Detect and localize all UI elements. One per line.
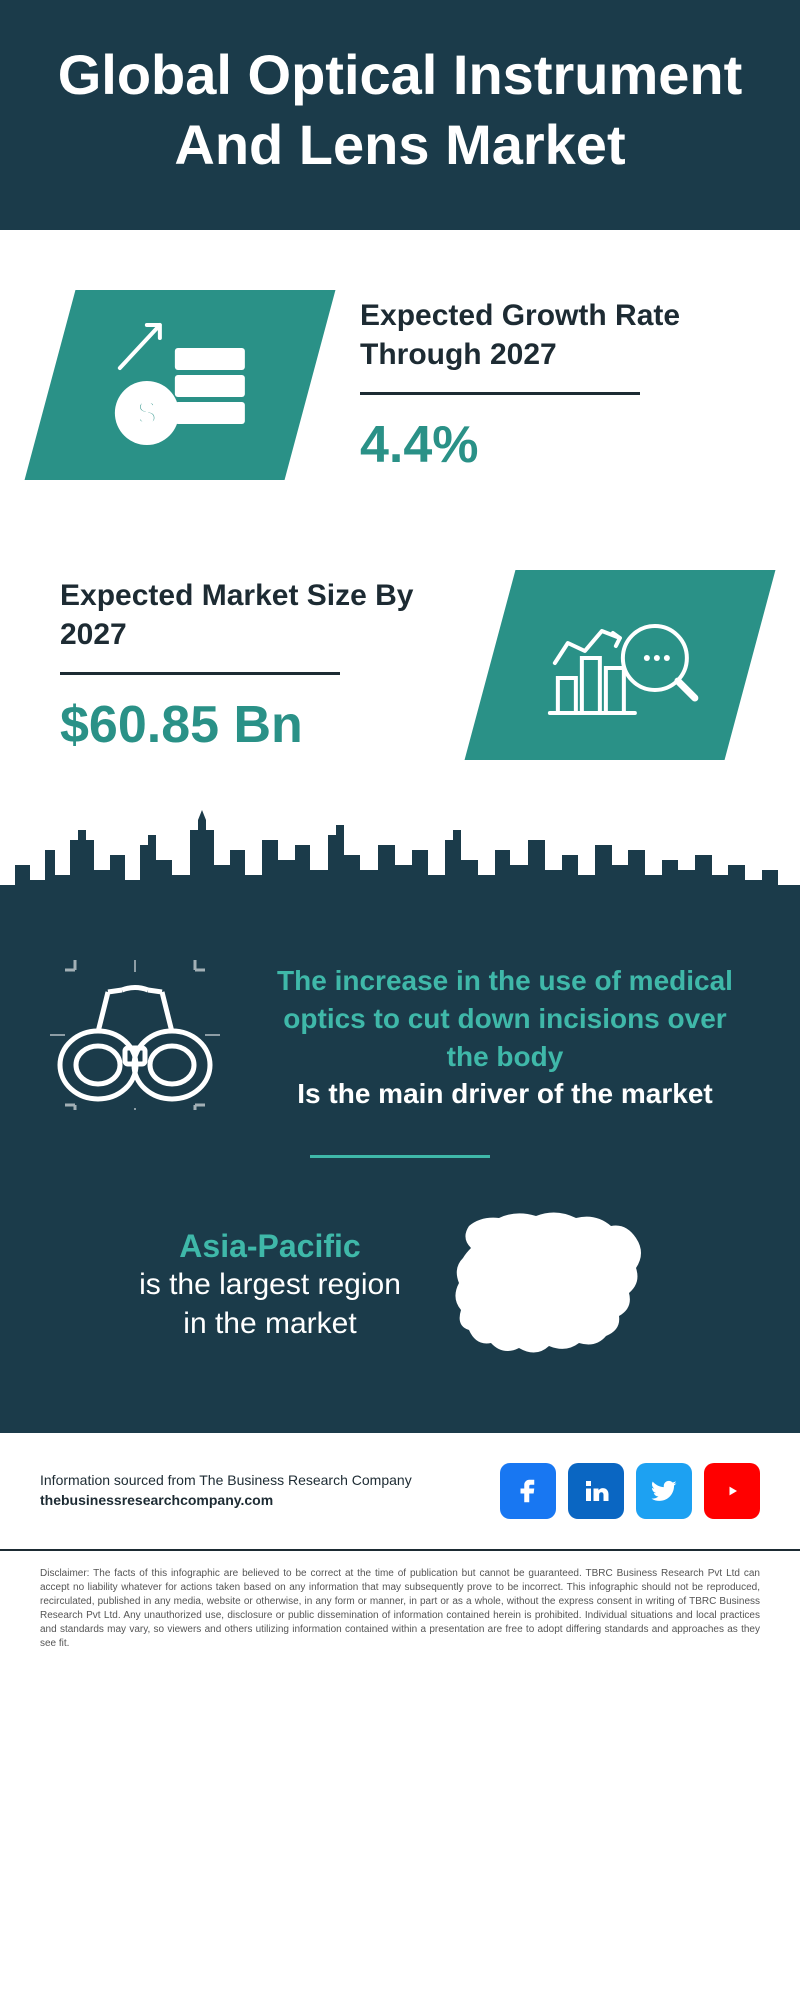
dark-insight-section: The increase in the use of medical optic… xyxy=(0,920,800,1433)
header-banner: Global Optical Instrument And Lens Marke… xyxy=(0,0,800,230)
driver-row: The increase in the use of medical optic… xyxy=(50,960,750,1115)
market-size-section: Expected Market Size By 2027 $60.85 Bn xyxy=(0,510,800,790)
source-url: thebusinessresearchcompany.com xyxy=(40,1491,412,1511)
money-growth-icon: $ xyxy=(105,313,255,458)
growth-rate-section: $ Expected Growth Rate Through 2027 4.4% xyxy=(0,230,800,510)
size-parallelogram xyxy=(465,570,776,760)
binoculars-icon xyxy=(50,960,220,1115)
social-icons xyxy=(500,1463,760,1519)
page-title: Global Optical Instrument And Lens Marke… xyxy=(50,40,750,180)
region-row: Asia-Pacific is the largest region in th… xyxy=(50,1198,750,1373)
skyline-silhouette xyxy=(0,790,800,920)
asia-map-icon xyxy=(441,1198,661,1373)
chart-analysis-icon xyxy=(540,593,700,738)
region-text: Asia-Pacific is the largest region in th… xyxy=(139,1228,401,1343)
divider xyxy=(60,672,340,675)
size-text-block: Expected Market Size By 2027 $60.85 Bn xyxy=(50,576,450,755)
footer: Information sourced from The Business Re… xyxy=(0,1433,800,1549)
source-line: Information sourced from The Business Re… xyxy=(40,1471,412,1491)
youtube-icon[interactable] xyxy=(704,1463,760,1519)
growth-label: Expected Growth Rate Through 2027 xyxy=(360,296,740,374)
linkedin-icon[interactable] xyxy=(568,1463,624,1519)
growth-text-block: Expected Growth Rate Through 2027 4.4% xyxy=(350,296,750,475)
disclaimer: Disclaimer: The facts of this infographi… xyxy=(0,1549,800,1691)
svg-text:$: $ xyxy=(137,392,157,433)
driver-highlight: The increase in the use of medical optic… xyxy=(260,962,750,1075)
driver-text: The increase in the use of medical optic… xyxy=(260,962,750,1113)
region-sub1: is the largest region xyxy=(139,1265,401,1304)
size-label: Expected Market Size By 2027 xyxy=(60,576,440,654)
footer-source: Information sourced from The Business Re… xyxy=(40,1471,412,1510)
driver-sub: Is the main driver of the market xyxy=(260,1075,750,1113)
divider xyxy=(360,392,640,395)
mid-divider xyxy=(310,1155,490,1158)
growth-parallelogram: $ xyxy=(25,290,336,480)
facebook-icon[interactable] xyxy=(500,1463,556,1519)
region-highlight: Asia-Pacific xyxy=(139,1228,401,1265)
size-value: $60.85 Bn xyxy=(60,695,440,755)
twitter-icon[interactable] xyxy=(636,1463,692,1519)
region-sub2: in the market xyxy=(139,1304,401,1343)
growth-value: 4.4% xyxy=(360,415,740,475)
